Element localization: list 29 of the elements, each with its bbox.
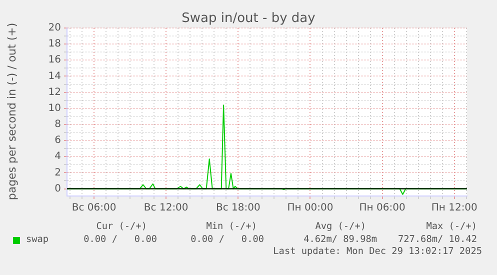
y-tick-label: 20 bbox=[48, 22, 61, 34]
y-axis-title: pages per second in (-) / out (+) bbox=[6, 22, 18, 202]
y-tick-label: 8 bbox=[54, 119, 61, 130]
x-tick-label: Пн 06:00 bbox=[359, 202, 406, 214]
y-tick-label: 16 bbox=[48, 54, 61, 66]
y-tick-label: 6 bbox=[54, 135, 61, 146]
x-tick-label: Пн 00:00 bbox=[287, 202, 334, 214]
y-tick-label: 12 bbox=[48, 86, 61, 98]
chart-title: Swap in/out - by day bbox=[182, 11, 316, 26]
text: Max (-/+) bbox=[426, 221, 477, 232]
y-tick-label: 4 bbox=[54, 151, 61, 162]
x-tick-label: Вс 12:00 bbox=[144, 202, 188, 214]
y-tick-label: 2 bbox=[54, 167, 61, 178]
x-tick-label: Пн 12:00 bbox=[431, 202, 478, 214]
y-tick-label: 18 bbox=[48, 38, 61, 50]
y-tick-label: 10 bbox=[48, 102, 61, 114]
text: 0.00 / 0.00 bbox=[84, 234, 157, 245]
text: 727.68m/ 10.42 bbox=[398, 234, 477, 245]
text: Last update: Mon Dec 29 13:02:17 2025 bbox=[273, 246, 482, 257]
y-tick-label: 14 bbox=[48, 70, 61, 82]
text: Min (-/+) bbox=[206, 221, 257, 232]
x-tick-label: Вс 18:00 bbox=[216, 202, 260, 214]
text: Avg (-/+) bbox=[315, 221, 366, 232]
x-tick-label: Вс 06:00 bbox=[72, 202, 116, 214]
y-tick-label: 0 bbox=[54, 183, 61, 194]
text: 4.62m/ 89.98m bbox=[304, 234, 377, 245]
text: 0.00 / 0.00 bbox=[190, 234, 264, 245]
text: Cur (-/+) bbox=[96, 221, 147, 232]
legend-label: swap bbox=[26, 234, 49, 245]
